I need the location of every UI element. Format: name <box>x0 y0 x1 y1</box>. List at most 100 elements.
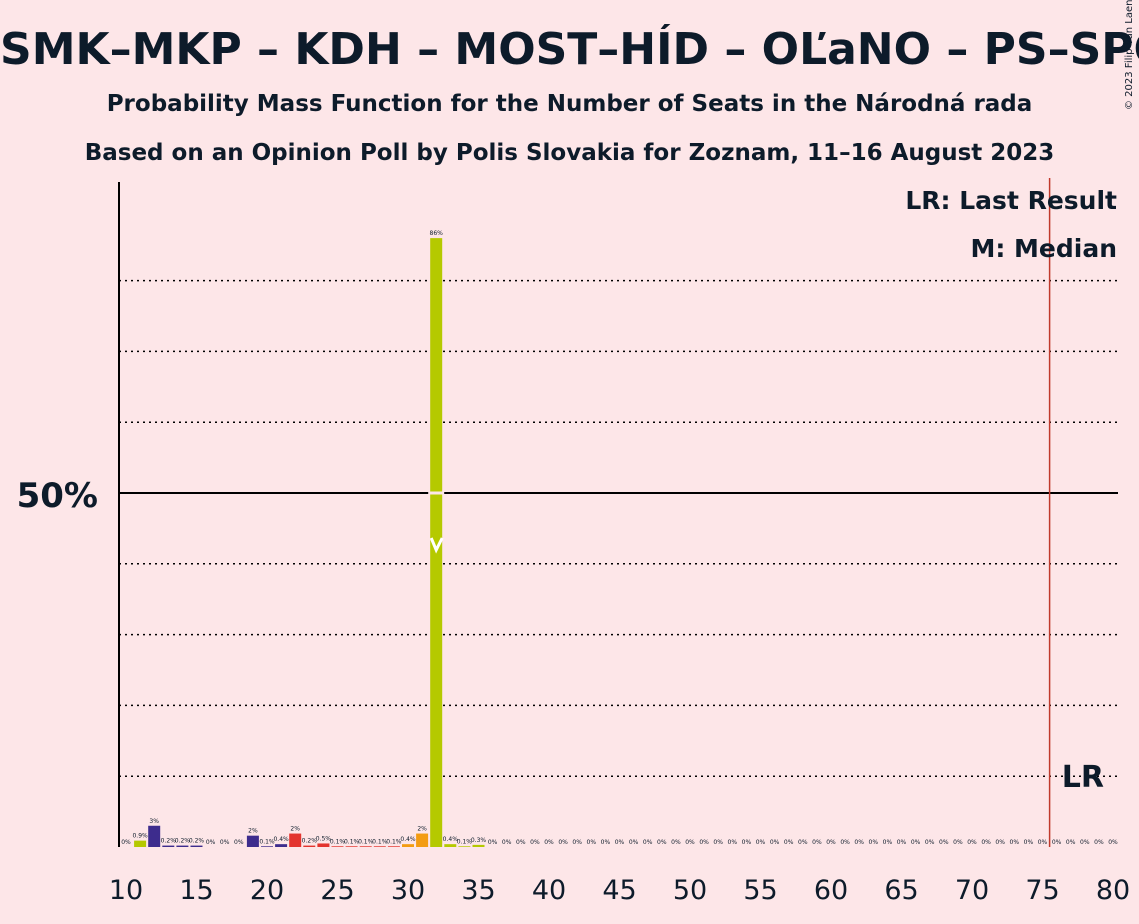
bar-label-61: 0% <box>840 839 850 846</box>
x-tick-label-70: 70 <box>955 875 989 906</box>
x-tick-label-75: 75 <box>1025 875 1059 906</box>
bar-label-58: 0% <box>798 839 808 846</box>
bar-label-66: 0% <box>911 839 921 846</box>
bar-label-62: 0% <box>854 839 864 846</box>
bar-label-73: 0% <box>1010 839 1020 846</box>
bar-label-25: 0.1% <box>330 838 346 845</box>
bar-label-74: 0% <box>1024 839 1034 846</box>
bar-label-54: 0% <box>742 839 752 846</box>
x-tick-label-40: 40 <box>532 875 566 906</box>
bar-label-15: 0.2% <box>189 838 205 845</box>
bar-label-28: 0.1% <box>372 838 388 845</box>
chart-title: SMK–MKP – KDH – MOST–HÍD – OĽaNO – PS–SP… <box>0 24 1139 75</box>
bar-35 <box>472 844 485 847</box>
x-tick-label-20: 20 <box>250 875 284 906</box>
median-marker <box>429 537 444 554</box>
bar-label-55: 0% <box>756 839 766 846</box>
x-tick-label-60: 60 <box>814 875 848 906</box>
bar-label-29: 0.1% <box>386 838 402 845</box>
bar-label-17: 0% <box>220 839 230 846</box>
y-tick-label-50: 50% <box>17 476 98 516</box>
bar-label-67: 0% <box>925 839 935 846</box>
bar-21 <box>275 844 288 847</box>
bar-23 <box>303 845 316 847</box>
bar-label-34: 0.1% <box>457 838 473 845</box>
legend-last-result: LR: Last Result <box>905 186 1117 215</box>
bar-label-48: 0% <box>657 839 667 846</box>
bar-label-38: 0% <box>516 839 526 846</box>
bar-label-19: 2% <box>248 828 258 835</box>
x-tick-label-55: 55 <box>743 875 777 906</box>
bar-label-72: 0% <box>995 839 1005 846</box>
bar-31 <box>416 833 429 847</box>
bar-label-11: 0.9% <box>132 833 148 840</box>
bar-label-47: 0% <box>643 839 653 846</box>
bar-34 <box>458 846 471 847</box>
bar-label-14: 0.2% <box>175 838 191 845</box>
x-tick-label-45: 45 <box>602 875 636 906</box>
bar-label-56: 0% <box>770 839 780 846</box>
bar-label-42: 0% <box>572 839 582 846</box>
x-tick-label-65: 65 <box>884 875 918 906</box>
bar-label-30: 0.4% <box>400 836 416 843</box>
bar-label-59: 0% <box>812 839 822 846</box>
bar-label-53: 0% <box>728 839 738 846</box>
bar-label-79: 0% <box>1094 839 1104 846</box>
bar-label-18: 0% <box>234 839 244 846</box>
bar-24 <box>317 843 330 847</box>
bar-27 <box>359 846 372 847</box>
bar-32 <box>430 238 443 847</box>
legend-median: M: Median <box>970 234 1117 263</box>
chart-source: Based on an Opinion Poll by Polis Slovak… <box>84 140 1055 166</box>
bar-label-16: 0% <box>206 839 216 846</box>
bar-label-45: 0% <box>615 839 625 846</box>
bar-20 <box>261 846 273 847</box>
bar-label-43: 0% <box>587 839 597 846</box>
bar-label-10: 0% <box>121 839 131 846</box>
bar-label-76: 0% <box>1052 839 1062 846</box>
bar-label-51: 0% <box>699 839 709 846</box>
bar-label-49: 0% <box>671 839 681 846</box>
bar-label-23: 0.2% <box>302 838 318 845</box>
x-tick-label-30: 30 <box>391 875 425 906</box>
x-tick-label-25: 25 <box>320 875 354 906</box>
bar-label-35: 0.3% <box>471 837 487 844</box>
bar-label-57: 0% <box>784 839 794 846</box>
bar-12 <box>148 825 161 847</box>
bar-label-33: 0.4% <box>443 836 459 843</box>
bar-label-20: 0.1% <box>259 838 275 845</box>
x-tick-label-50: 50 <box>673 875 707 906</box>
bar-19 <box>246 835 259 847</box>
bar-label-22: 2% <box>290 826 300 833</box>
bar-33 <box>444 844 457 847</box>
bar-label-75: 0% <box>1038 839 1048 846</box>
bar-label-71: 0% <box>981 839 991 846</box>
bar-label-44: 0% <box>601 839 611 846</box>
bar-label-46: 0% <box>629 839 639 846</box>
bar-label-50: 0% <box>685 839 695 846</box>
bar-label-12: 3% <box>149 818 159 825</box>
bar-22 <box>289 833 302 847</box>
bar-label-64: 0% <box>883 839 893 846</box>
bar-label-78: 0% <box>1080 839 1090 846</box>
bar-28 <box>373 846 386 847</box>
bar-13 <box>162 845 175 847</box>
bar-25 <box>331 846 344 847</box>
bar-label-40: 0% <box>544 839 554 846</box>
bar-label-21: 0.4% <box>273 836 289 843</box>
bar-label-69: 0% <box>953 839 963 846</box>
bar-label-77: 0% <box>1066 839 1076 846</box>
chart-subtitle: Probability Mass Function for the Number… <box>106 91 1033 117</box>
bar-label-32: 86% <box>430 230 444 237</box>
bar-label-68: 0% <box>939 839 949 846</box>
x-tick-label-15: 15 <box>179 875 213 906</box>
bar-label-80: 0% <box>1108 839 1118 846</box>
bar-label-36: 0% <box>488 839 498 846</box>
bar-15 <box>190 845 203 847</box>
bar-label-27: 0.1% <box>358 838 374 845</box>
x-tick-label-10: 10 <box>109 875 143 906</box>
bar-label-24: 0.5% <box>316 835 332 842</box>
x-tick-label-80: 80 <box>1096 875 1130 906</box>
bar-label-37: 0% <box>502 839 512 846</box>
